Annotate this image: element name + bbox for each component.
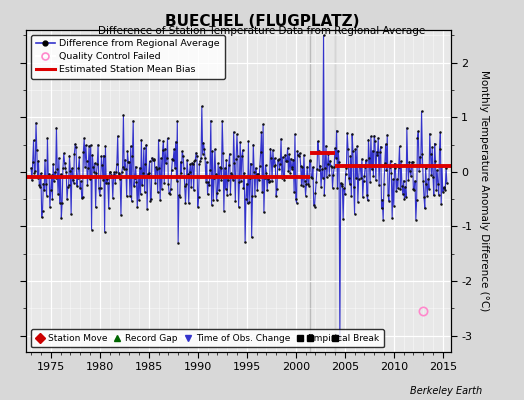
Text: Difference of Station Temperature Data from Regional Average: Difference of Station Temperature Data f… bbox=[99, 26, 425, 36]
Legend: Station Move, Record Gap, Time of Obs. Change, Empirical Break: Station Move, Record Gap, Time of Obs. C… bbox=[31, 330, 384, 348]
Text: BUECHEL (FLUGPLATZ): BUECHEL (FLUGPLATZ) bbox=[165, 14, 359, 29]
Text: Berkeley Earth: Berkeley Earth bbox=[410, 386, 482, 396]
Y-axis label: Monthly Temperature Anomaly Difference (°C): Monthly Temperature Anomaly Difference (… bbox=[479, 70, 489, 312]
